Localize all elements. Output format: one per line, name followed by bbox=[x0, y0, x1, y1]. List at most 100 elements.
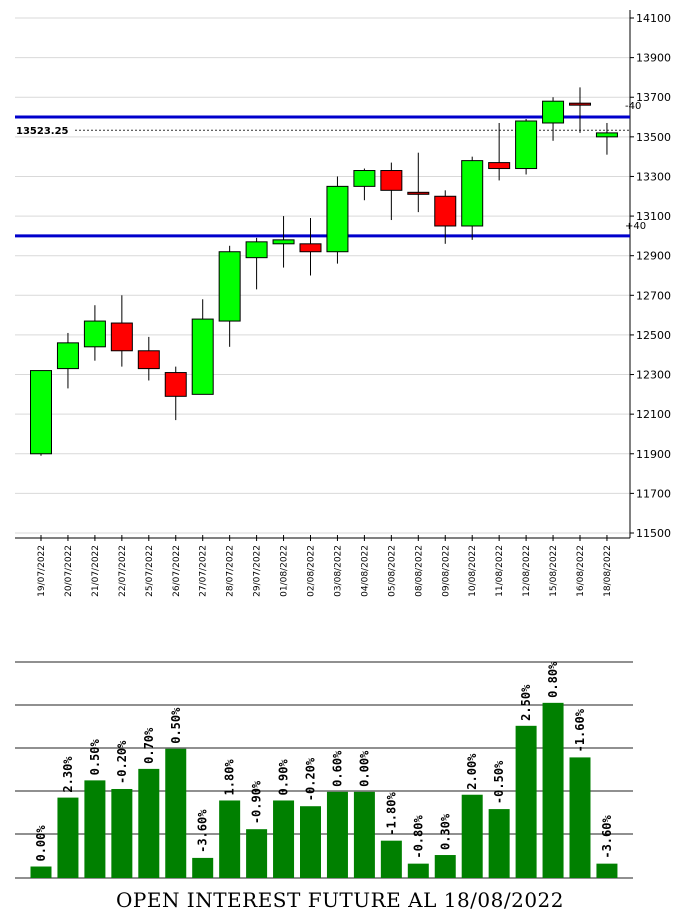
price-tick-label: 12700 bbox=[636, 289, 671, 302]
candle bbox=[380, 162, 403, 221]
candle-body bbox=[380, 170, 403, 191]
oi-bar bbox=[488, 809, 510, 878]
oi-value-label: -1.60% bbox=[573, 708, 587, 752]
oi-bar bbox=[111, 788, 133, 878]
price-tick-label: 14100 bbox=[636, 12, 671, 25]
price-tick-label: 13900 bbox=[636, 52, 671, 65]
oi-bar bbox=[273, 800, 295, 878]
oi-bar bbox=[542, 702, 564, 878]
oi-value-label: 0.00% bbox=[357, 750, 371, 787]
date-tick-label: 20/07/2022 bbox=[64, 545, 74, 597]
candle bbox=[83, 305, 106, 361]
candle bbox=[191, 299, 214, 395]
candle-body bbox=[434, 195, 457, 227]
oi-bar bbox=[192, 857, 214, 878]
oi-value-label: -1.80% bbox=[384, 792, 398, 836]
candle bbox=[461, 156, 484, 240]
candle bbox=[595, 122, 618, 155]
date-tick-label: 27/07/2022 bbox=[199, 545, 209, 597]
price-tick-label: 12900 bbox=[636, 250, 671, 263]
oi-bar bbox=[380, 840, 402, 878]
date-tick-label: 16/08/2022 bbox=[576, 545, 586, 597]
oi-value-label: -3.60% bbox=[196, 809, 210, 853]
oi-value-label: 2.50% bbox=[519, 684, 533, 721]
oi-bar bbox=[353, 791, 375, 878]
candle-body bbox=[542, 100, 565, 124]
price-tick-label: 11500 bbox=[636, 527, 671, 540]
oi-bar bbox=[434, 855, 456, 878]
candle bbox=[542, 97, 565, 141]
date-tick-label: 10/08/2022 bbox=[468, 545, 478, 597]
oi-value-label: 0.30% bbox=[438, 813, 452, 850]
oi-grid bbox=[15, 661, 633, 879]
oi-value-label: 0.70% bbox=[142, 727, 156, 764]
oi-value-label: 2.00% bbox=[465, 753, 479, 790]
oi-bar bbox=[596, 863, 618, 878]
oi-value-label: -0.50% bbox=[492, 760, 506, 804]
date-axis: 19/07/2022 20/07/2022 21/07/2022 22/07/2022… bbox=[37, 535, 613, 597]
candle-body bbox=[488, 162, 511, 170]
oi-bar bbox=[165, 748, 187, 878]
price-tick-label: 13700 bbox=[636, 91, 671, 104]
date-tick-label: 25/07/2022 bbox=[145, 545, 155, 597]
oi-value-label: -3.60% bbox=[600, 815, 614, 859]
date-tick-label: 02/08/2022 bbox=[307, 545, 317, 597]
oi-value-label: -0.20% bbox=[304, 757, 318, 801]
oi-bar bbox=[326, 791, 348, 878]
candle-body bbox=[164, 372, 187, 397]
oi-value-label: 0.80% bbox=[546, 661, 560, 698]
candle-body bbox=[461, 160, 484, 227]
candle-body bbox=[272, 239, 295, 245]
date-tick-label: 28/07/2022 bbox=[226, 545, 236, 597]
candle-body bbox=[191, 318, 214, 395]
candle bbox=[164, 366, 187, 421]
oi-value-label: -0.20% bbox=[115, 740, 129, 784]
oi-bar bbox=[219, 800, 241, 878]
date-tick-label: 11/08/2022 bbox=[495, 545, 505, 597]
date-tick-label: 03/08/2022 bbox=[333, 545, 343, 597]
candle-body bbox=[353, 170, 376, 187]
price-tick-label: 13100 bbox=[636, 210, 671, 223]
candle-body bbox=[595, 132, 618, 138]
date-tick-label: 09/08/2022 bbox=[441, 545, 451, 597]
date-tick-label: 19/07/2022 bbox=[37, 545, 47, 597]
price-tick-label: 11700 bbox=[636, 487, 671, 500]
oi-value-label: 1.80% bbox=[223, 759, 237, 796]
oi-chart-title: OPEN INTEREST FUTURE AL 18/08/2022 bbox=[116, 888, 564, 912]
price-tick-label: 13500 bbox=[636, 131, 671, 144]
date-tick-label: 26/07/2022 bbox=[172, 545, 182, 597]
oi-bar bbox=[300, 806, 321, 878]
price-tick-label: 12500 bbox=[636, 329, 671, 342]
date-tick-label: 12/08/2022 bbox=[522, 545, 532, 597]
price-tick-label: 11900 bbox=[636, 448, 671, 461]
candle-body bbox=[299, 243, 322, 253]
oi-value-label: -0.90% bbox=[250, 780, 264, 824]
date-tick-label: 04/08/2022 bbox=[360, 545, 370, 597]
candle-body bbox=[326, 185, 349, 253]
oi-bar bbox=[138, 768, 160, 878]
candle-body bbox=[137, 350, 160, 370]
level-lines: -40 +40 bbox=[15, 101, 646, 238]
price-tick-label: 12300 bbox=[636, 369, 671, 382]
candle bbox=[326, 176, 349, 264]
date-tick-label: 29/07/2022 bbox=[253, 545, 263, 597]
candle-body bbox=[245, 241, 268, 259]
date-tick-label: 08/08/2022 bbox=[414, 545, 424, 597]
candle-body bbox=[569, 102, 591, 106]
candle bbox=[245, 237, 268, 290]
candle-body bbox=[407, 191, 430, 195]
oi-bar bbox=[57, 797, 79, 878]
candle bbox=[434, 190, 457, 244]
oi-bar bbox=[30, 866, 52, 878]
price-axis: 14100 13900 13700 13500 13300 13100 12900 12700… bbox=[15, 10, 671, 540]
candles bbox=[30, 87, 618, 456]
oi-bar bbox=[246, 829, 268, 878]
oi-bar bbox=[84, 780, 106, 878]
oi-value-label: 0.50% bbox=[88, 738, 102, 775]
oi-value-label: -0.80% bbox=[411, 815, 425, 859]
oi-value-labels: 0.00% 2.30% 0.50% -0.20% 0.70% 0.50% -3.60% 1.8… bbox=[34, 661, 614, 862]
candle bbox=[515, 119, 538, 175]
candle bbox=[272, 216, 295, 268]
open-interest-chart: 0.00% 2.30% 0.50% -0.20% 0.70% 0.50% -3.60% 1.8… bbox=[15, 661, 633, 912]
date-tick-label: 18/08/2022 bbox=[603, 545, 613, 597]
